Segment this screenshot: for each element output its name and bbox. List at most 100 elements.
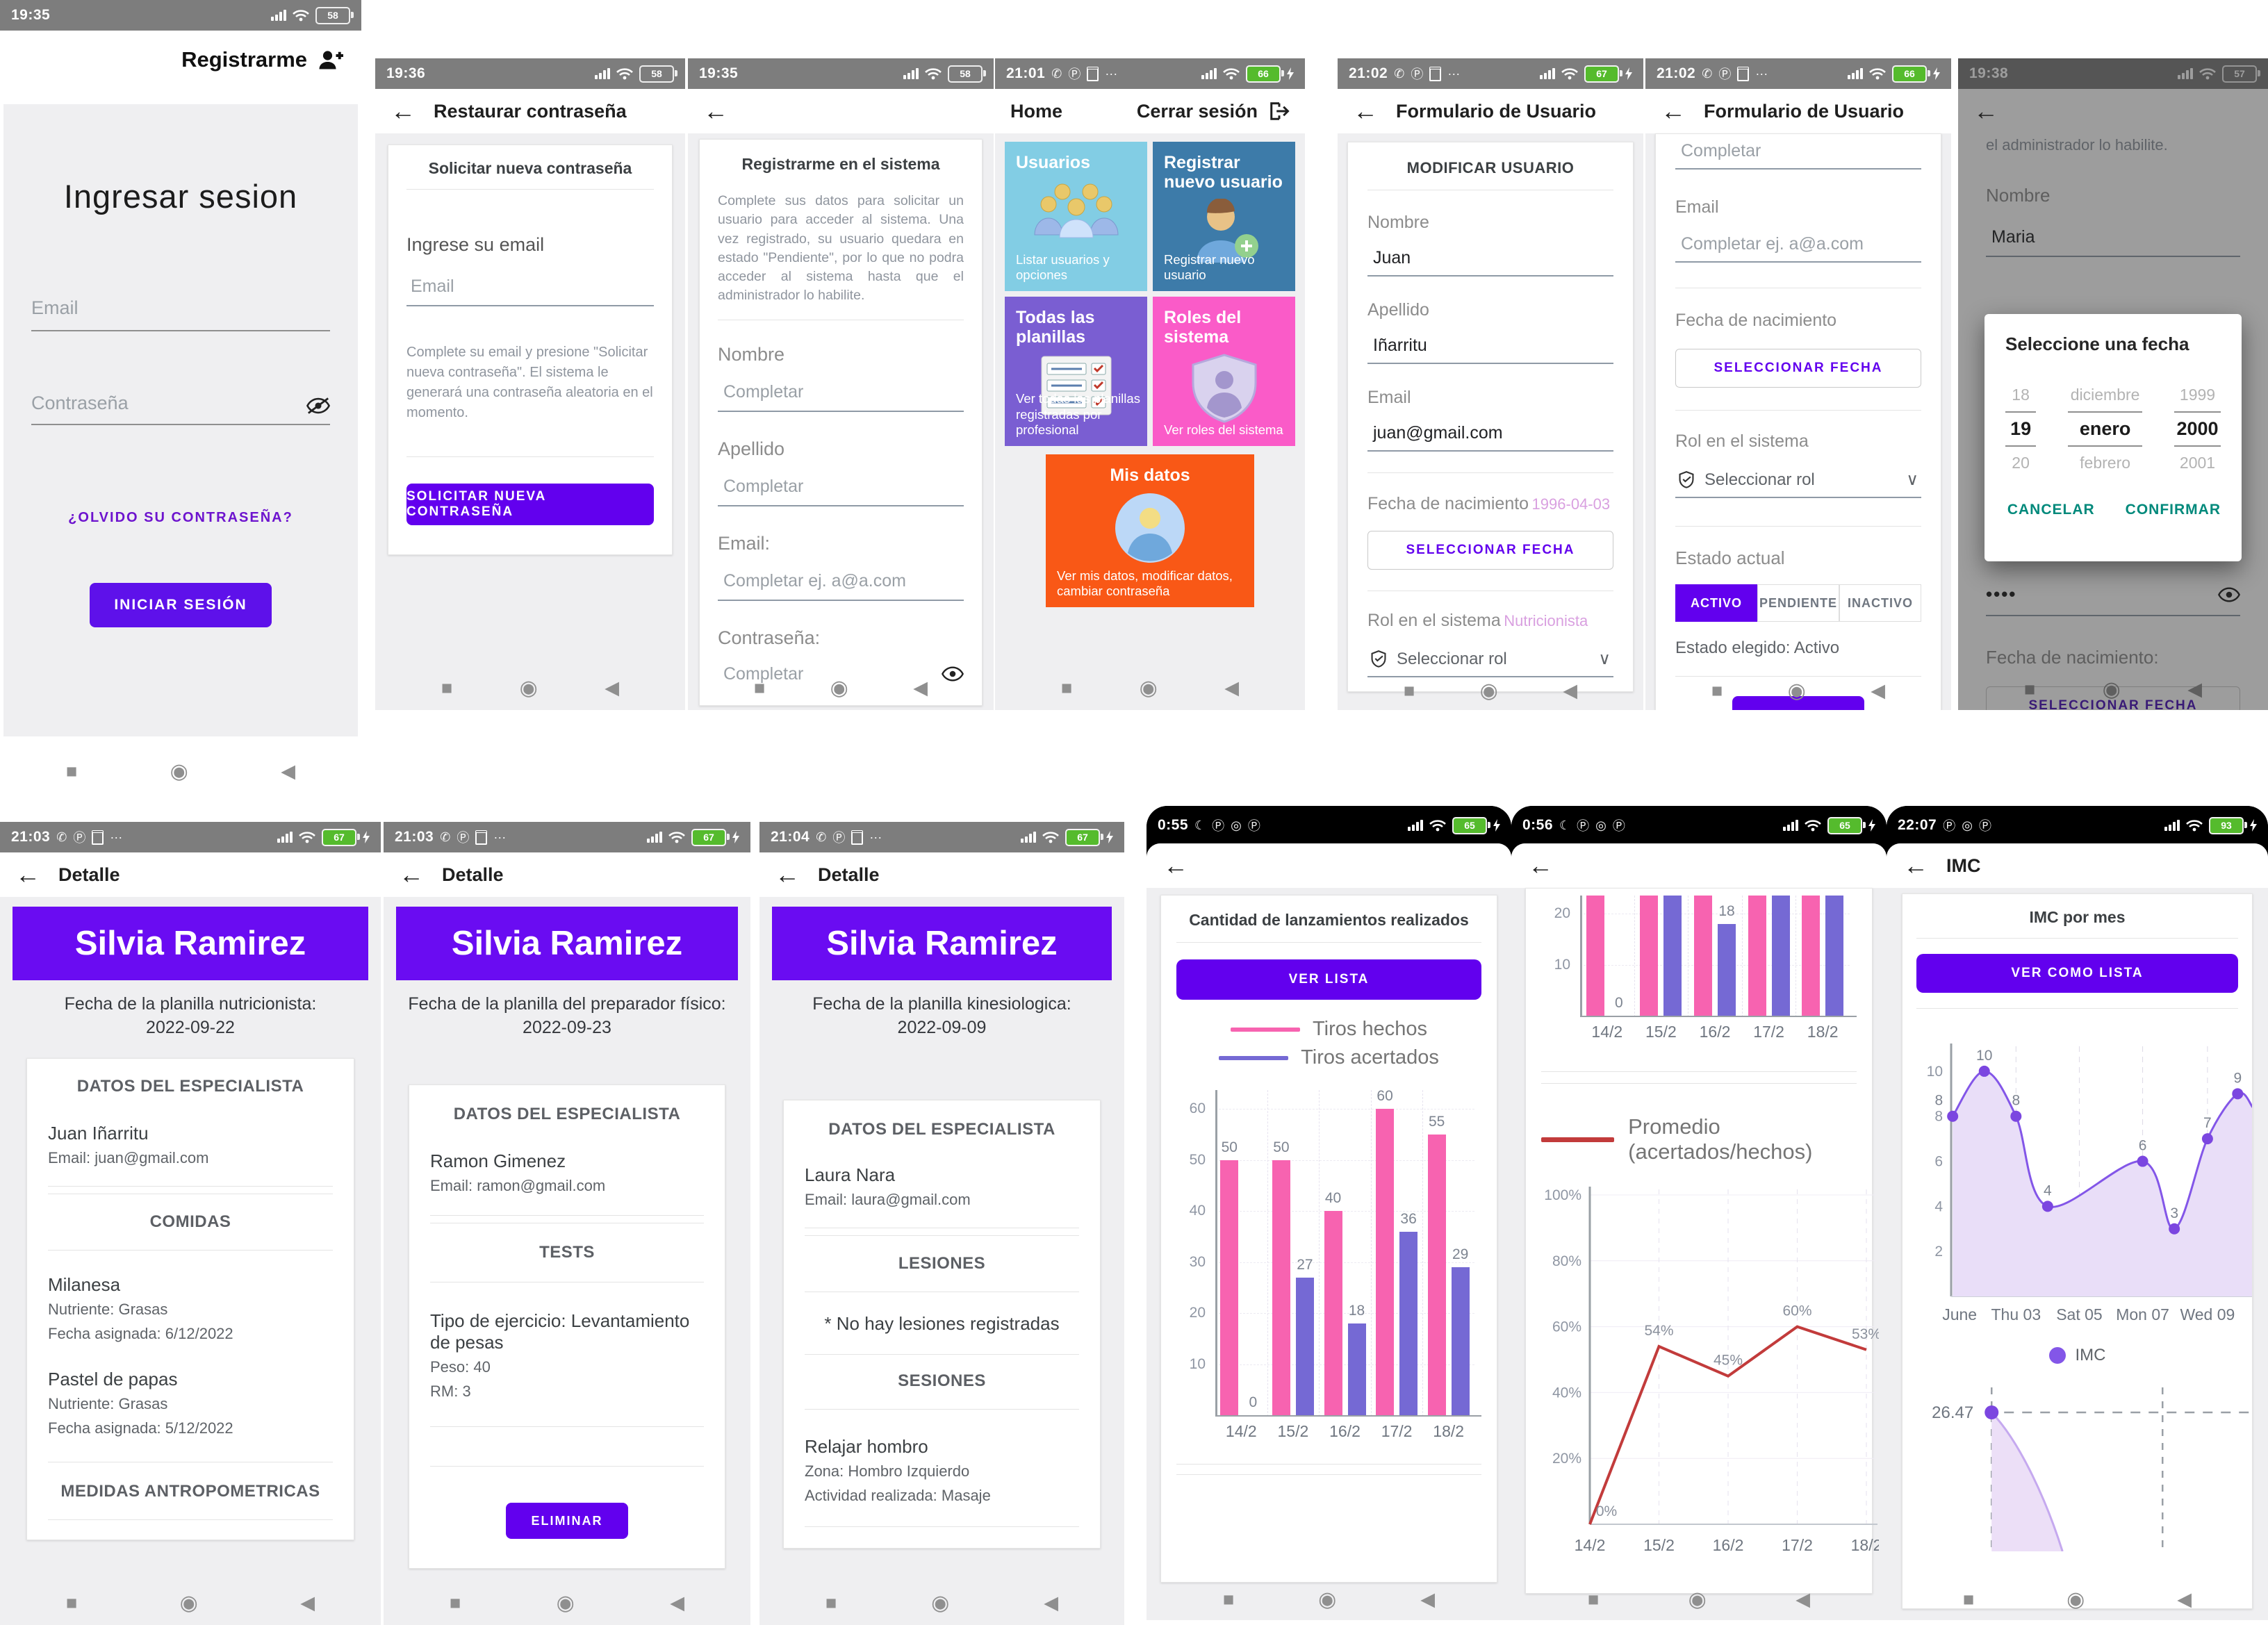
home-icon[interactable]: ◉ [2102,678,2121,701]
cancel-button[interactable]: CANCELAR [2007,502,2095,518]
recents-icon[interactable]: ■ [1404,680,1415,701]
month-column[interactable]: diciembre enero febrero [2068,379,2143,479]
home-icon[interactable]: ◉ [1479,679,1498,702]
home-icon[interactable]: ◉ [1787,679,1806,702]
home-icon[interactable]: ◉ [556,1592,575,1615]
login-button[interactable]: INICIAR SESIÓN [90,583,272,627]
tab-pendiente[interactable]: PENDIENTE [1757,584,1839,622]
tab-activo[interactable]: ACTIVO [1675,584,1757,622]
tile-registrar-usuario[interactable]: Registrar nuevo usuario Registrar nuevo … [1153,142,1295,291]
eye-off-icon[interactable] [306,397,330,414]
tile-planillas[interactable]: Todas las planillas Ver todas las planil… [1005,297,1147,446]
email-field[interactable]: Email [31,297,330,331]
recents-icon[interactable]: ■ [825,1592,837,1613]
home-icon[interactable]: ◉ [2066,1588,2085,1611]
battery-icon: 67 [1065,828,1103,846]
rol-dropdown[interactable]: Seleccionar rol ∨ [1367,649,1613,669]
recents-icon[interactable]: ■ [66,1592,78,1613]
back-nav-icon[interactable]: ◀ [1044,1592,1058,1613]
recents-icon[interactable]: ■ [1963,1589,1975,1610]
apellido-input[interactable]: Iñarritu [1373,336,1427,355]
back-nav-icon[interactable]: ◀ [2187,679,2202,700]
recents-icon[interactable]: ■ [450,1592,461,1613]
tile-mis-datos[interactable]: Mis datos Ver mis datos, modificar datos… [1046,454,1254,607]
person-add-icon[interactable] [318,49,343,70]
confirm-button[interactable]: CONFIRMAR [2125,502,2221,518]
back-nav-icon[interactable]: ◀ [605,677,619,698]
back-arrow-icon[interactable]: ← [1903,851,1928,880]
day-column[interactable]: 18 19 20 [2005,379,2037,479]
back-arrow-icon[interactable]: ← [15,860,40,889]
back-arrow-icon[interactable]: ← [399,860,424,889]
nombre-input[interactable]: Maria [1991,227,2035,247]
recents-icon[interactable]: ■ [1061,677,1073,698]
recents-icon[interactable]: ■ [1588,1589,1600,1610]
back-nav-icon[interactable]: ◀ [1563,680,1577,701]
forgot-password-link[interactable]: ¿OLVIDO SU CONTRASEÑA? [68,510,293,525]
email-input[interactable]: Completar ej. a@a.com [1681,234,1864,254]
recents-icon[interactable]: ■ [66,761,78,782]
logout-button[interactable]: Cerrar sesión [1137,101,1290,122]
email-input[interactable]: juan@gmail.com [1373,423,1503,443]
password-field[interactable]: Contraseña [31,393,330,425]
request-password-button[interactable]: SOLICITAR NUEVA CONTRASEÑA [406,484,654,525]
back-nav-icon[interactable]: ◀ [670,1592,684,1613]
tile-roles[interactable]: Roles del sistema Ver roles del sistema [1153,297,1295,446]
select-date-button[interactable]: SELECCIONAR FECHA [1367,531,1613,570]
back-nav-icon[interactable]: ◀ [1420,1589,1435,1610]
tab-inactivo[interactable]: INACTIVO [1839,584,1921,622]
home-icon[interactable]: ◉ [931,1592,950,1615]
home-icon[interactable]: ◉ [1688,1588,1707,1611]
password-input[interactable]: Completar [723,663,804,684]
email-input[interactable]: Completar ej. a@a.com [723,570,906,591]
date-wheel[interactable]: 18 19 20 diciembre enero febrero 1999 20… [2005,379,2221,479]
ver-como-lista-button[interactable]: VER COMO LISTA [1916,954,2238,993]
home-icon[interactable]: ◉ [830,677,848,700]
back-nav-icon[interactable]: ◀ [281,761,295,782]
recents-icon[interactable]: ■ [1223,1589,1235,1610]
back-arrow-icon[interactable]: ← [1973,97,1998,125]
ver-lista-button[interactable]: VER LISTA [1176,959,1481,1000]
back-nav-icon[interactable]: ◀ [1796,1589,1810,1610]
back-nav-icon[interactable]: ◀ [1871,680,1885,701]
back-arrow-icon[interactable]: ← [391,97,416,125]
home-icon[interactable]: ◉ [519,677,538,700]
tile-usuarios[interactable]: Usuarios Listar usuarios y opciones [1005,142,1147,291]
back-arrow-icon[interactable]: ← [1661,97,1686,125]
register-link[interactable]: Registrarme [181,47,307,72]
back-nav-icon[interactable]: ◀ [1224,677,1239,698]
save-button[interactable]: GUARDAR [1732,696,1864,710]
nombre-input[interactable]: Juan [1373,248,1411,267]
eye-icon[interactable] [2218,586,2240,602]
email-placeholder[interactable]: Email [411,277,454,296]
back-arrow-icon[interactable]: ← [703,97,728,125]
year-column[interactable]: 1999 2000 2001 [2174,379,2221,479]
back-nav-icon[interactable]: ◀ [300,1592,315,1613]
apellido-input[interactable]: Completar [1681,141,1761,160]
comida-item: Milanesa Nutriente: Grasas Fecha asignad… [48,1274,333,1344]
delete-button[interactable]: ELIMINAR [506,1503,628,1540]
recents-icon[interactable]: ■ [2024,679,2036,700]
home-icon[interactable]: ◉ [179,1592,198,1615]
back-arrow-icon[interactable]: ← [1353,97,1378,125]
back-arrow-icon[interactable]: ← [1528,851,1553,880]
recents-icon[interactable]: ■ [441,677,453,698]
rol-dropdown[interactable]: Seleccionar rol ∨ [1675,470,1921,490]
back-arrow-icon[interactable]: ← [775,860,800,889]
select-date-button[interactable]: SELECCIONAR FECHA [1986,686,2240,710]
register-row: Registrarme [0,31,361,79]
password-dots[interactable]: •••• [1986,584,2017,604]
home-icon[interactable]: ◉ [1139,677,1158,700]
home-icon[interactable]: ◉ [1318,1588,1337,1611]
select-date-button[interactable]: SELECCIONAR FECHA [1675,349,1921,388]
recents-icon[interactable]: ■ [754,677,766,698]
home-icon[interactable]: ◉ [170,760,188,783]
nombre-input[interactable]: Completar [723,381,804,402]
back-nav-icon[interactable]: ◀ [913,677,928,698]
back-nav-icon[interactable]: ◀ [2177,1589,2192,1610]
eye-icon[interactable] [942,666,964,682]
day-selected: 19 [2005,411,2037,447]
back-arrow-icon[interactable]: ← [1163,851,1188,880]
apellido-input[interactable]: Completar [723,476,804,496]
recents-icon[interactable]: ■ [1711,680,1723,701]
